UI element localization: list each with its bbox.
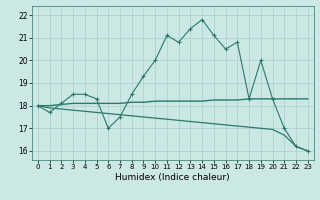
X-axis label: Humidex (Indice chaleur): Humidex (Indice chaleur) bbox=[116, 173, 230, 182]
